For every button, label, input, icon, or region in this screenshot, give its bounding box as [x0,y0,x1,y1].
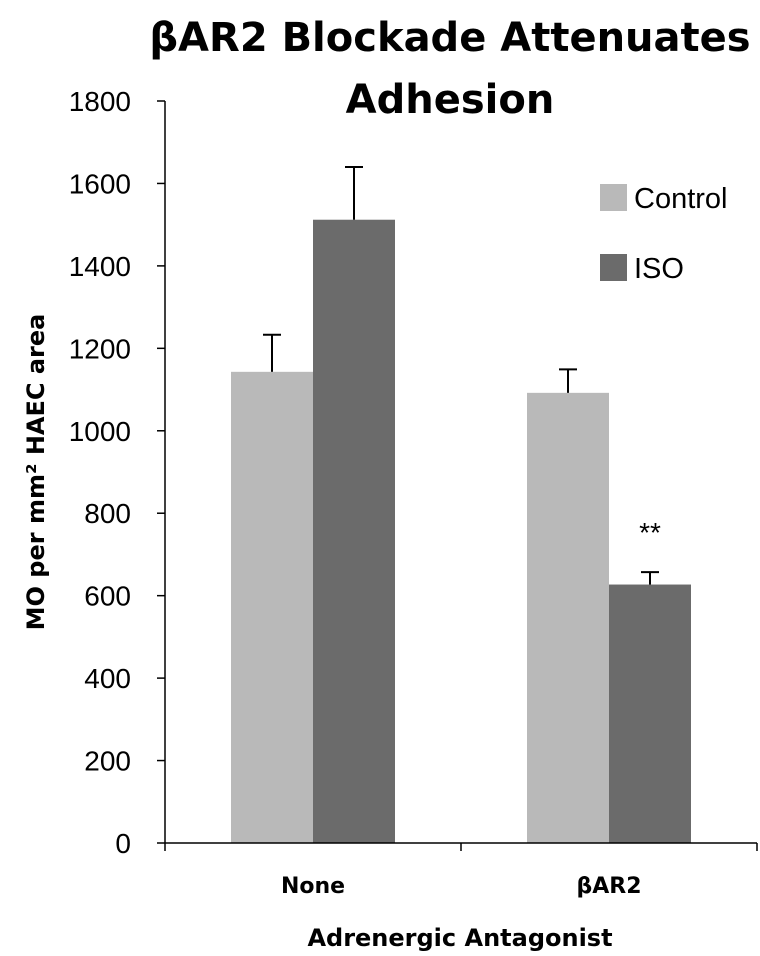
x-tick-label: βAR2 [576,874,641,899]
x-axis-label: Adrenergic Antagonist [307,924,612,952]
y-tick-label: 600 [84,581,131,612]
bar-iso-2 [609,584,691,843]
legend-swatch-control [600,184,627,211]
y-tick-label: 1400 [69,251,131,282]
significance-annotation: ** [639,517,661,548]
annotations-group: ** [639,517,661,548]
bar-control-2 [527,392,609,843]
legend-swatch-iso [600,254,627,281]
chart-title-line-2: Adhesion [346,77,555,123]
y-tick-label: 800 [84,498,131,529]
legend: Control ISO [600,183,728,285]
y-tick-label: 400 [84,663,131,694]
bar-iso-1 [313,219,395,844]
y-tick-label: 0 [115,828,131,859]
y-axis-label: MO per mm² HAEC area [22,314,50,631]
legend-label-iso: ISO [634,253,684,285]
y-tick-label: 1800 [69,86,131,117]
error-bars-group [263,165,659,585]
legend-label-control: Control [634,183,728,215]
bar-control-1 [231,371,313,843]
y-axis: 0 200 400 600 800 1000 1200 1400 1600 1800 [69,86,166,859]
y-tick-label: 1600 [69,168,131,199]
bars-group [231,219,691,844]
y-tick-label: 1200 [69,333,131,364]
x-axis: None βAR2 [164,842,758,899]
chart-title-line-1: βAR2 Blockade Attenuates [149,15,750,61]
y-tick-label: 200 [84,746,131,777]
x-tick-label: None [281,874,345,899]
y-tick-label: 1000 [69,416,131,447]
